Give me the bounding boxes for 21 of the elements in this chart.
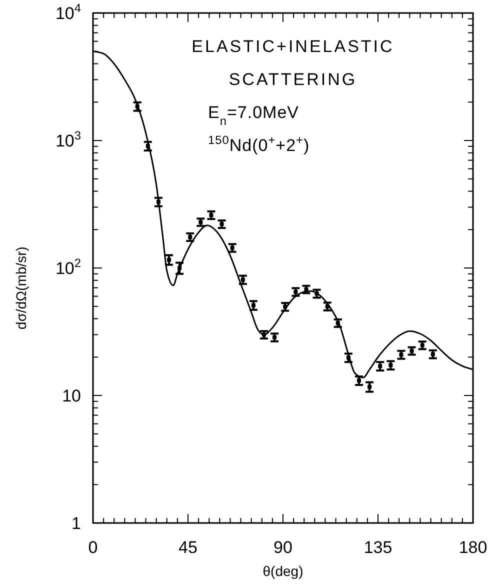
point [378,364,382,368]
annotation: E$_{n}$=7.0MeV [208,103,300,128]
y-tick-label: 10$^{2}$ [55,256,82,278]
y-axis-title: dσ/dΩ(mb/sr) [13,246,29,330]
annotation: ELASTIC+INELASTIC [192,37,394,56]
y-tick-label: 10 [62,386,81,406]
point [167,258,171,262]
point [251,303,256,308]
x-tick-label: 135 [364,538,392,557]
point [368,384,372,389]
annotation: $^{150}$Nd(0$^{+}$+2$^{+}$) [208,133,310,155]
y-tick-label: 10$^{4}$ [55,1,82,23]
x-tick-label: 0 [88,538,98,557]
y-tick-label: 10$^{3}$ [55,128,82,150]
point [357,378,361,383]
x-axis-title: θ(deg) [262,563,304,579]
y-tick-label: 1 [72,514,81,533]
annotation: SCATTERING [228,70,358,89]
x-tick-label: 180 [458,538,488,557]
x-tick-label: 90 [274,538,292,557]
x-tick-label: 45 [178,538,198,557]
